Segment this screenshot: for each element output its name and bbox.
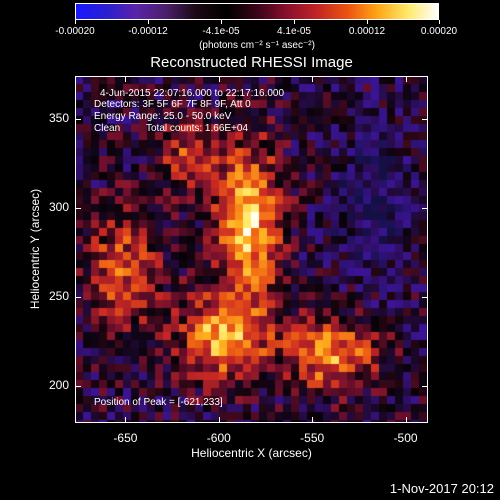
x-tickmark bbox=[125, 417, 127, 423]
overlay-time-range: 4-Jun-2015 22:07:16.000 to 22:17:16.000 bbox=[100, 88, 285, 99]
y-axis-label: Heliocentric Y (arcsec) bbox=[28, 188, 42, 310]
plot-frame bbox=[75, 76, 428, 423]
rhessi-image bbox=[75, 76, 428, 423]
colorbar-tick-label: 0.00020 bbox=[420, 26, 458, 37]
colorbar-tickmark bbox=[75, 20, 76, 24]
y-tick-label: 200 bbox=[48, 377, 69, 392]
overlay-total-counts: Total counts: 1.66E+04 bbox=[146, 123, 249, 134]
colorbar-tick-label: -4.1e-05 bbox=[202, 26, 240, 37]
x-tick-label: -500 bbox=[393, 431, 418, 445]
y-tickmark bbox=[422, 385, 428, 387]
colorbar bbox=[75, 3, 439, 20]
x-axis-label: Heliocentric X (arcsec) bbox=[191, 446, 312, 460]
y-tick-label: 250 bbox=[48, 288, 69, 303]
colorbar-tickmark bbox=[367, 20, 368, 24]
overlay-detectors: Detectors: 3F 5F 6F 7F 8F 9F, Att 0 bbox=[94, 99, 251, 110]
x-tickmark bbox=[125, 76, 127, 82]
colorbar-tick-label: 0.00012 bbox=[348, 26, 386, 37]
x-tickmark bbox=[312, 76, 314, 82]
y-tickmark bbox=[422, 296, 428, 298]
x-tick-label: -600 bbox=[206, 431, 231, 445]
y-tick-label: 350 bbox=[48, 110, 69, 125]
y-tickmark bbox=[75, 118, 81, 120]
y-tickmark bbox=[422, 118, 428, 120]
overlay-energy-range: Energy Range: 25.0 - 50.0 keV bbox=[94, 111, 232, 122]
colorbar-tick-label: 4.1e-05 bbox=[277, 26, 311, 37]
colorbar-tickmark bbox=[221, 20, 222, 24]
y-tick-label: 300 bbox=[48, 199, 69, 214]
colorbar-tickmark bbox=[439, 20, 440, 24]
y-tickmark bbox=[422, 207, 428, 209]
colorbar-units: (photons cm⁻² s⁻¹ asec⁻²) bbox=[199, 40, 315, 51]
plot-title: Reconstructed RHESSI Image bbox=[150, 54, 353, 71]
x-tickmark bbox=[312, 417, 314, 423]
footer-timestamp: 1-Nov-2017 20:12 bbox=[389, 481, 494, 496]
colorbar-tick-label: -0.00012 bbox=[128, 26, 168, 37]
colorbar-tick-label: -0.00020 bbox=[55, 26, 95, 37]
colorbar-gradient bbox=[76, 4, 438, 19]
y-tickmark bbox=[75, 207, 81, 209]
overlay-peak-position: Position of Peak = [-621,233] bbox=[94, 397, 223, 408]
x-tick-label: -650 bbox=[113, 431, 138, 445]
overlay-clean: Clean bbox=[94, 123, 121, 134]
x-tickmark bbox=[218, 417, 220, 423]
colorbar-tickmark bbox=[294, 20, 295, 24]
x-tick-label: -550 bbox=[300, 431, 325, 445]
x-tickmark bbox=[405, 417, 407, 423]
x-tickmark bbox=[405, 76, 407, 82]
y-tickmark bbox=[75, 385, 81, 387]
colorbar-tickmark bbox=[148, 20, 149, 24]
x-tickmark bbox=[218, 76, 220, 82]
y-tickmark bbox=[75, 296, 81, 298]
